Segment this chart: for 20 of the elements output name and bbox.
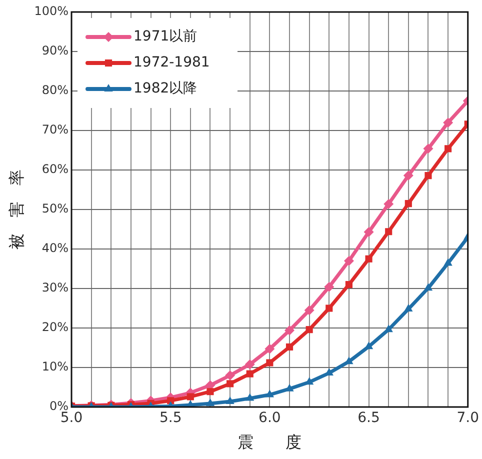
y-tick-label: 10%: [42, 360, 69, 374]
x-tick-label: 6.5: [358, 410, 380, 426]
y-tick-label: 70%: [42, 122, 69, 137]
x-tick-label: 5.5: [159, 410, 182, 426]
x-tick-label: 5.0: [60, 410, 83, 426]
y-tick-label: 90%: [42, 44, 69, 58]
y-tick-label: 30%: [42, 280, 69, 295]
y-tick-label: 80%: [42, 83, 69, 98]
x-tick-label: 7.0: [456, 410, 479, 426]
x-axis-title: 震 度: [238, 432, 302, 452]
y-tick-label: 40%: [42, 241, 69, 256]
x-tick-label: 6.0: [258, 410, 281, 426]
legend-label: 1972-1981: [134, 54, 210, 71]
y-axis-title: 被 害 率: [6, 170, 26, 250]
legend-label: 1982以降: [134, 80, 198, 97]
y-tick-label: 50%: [42, 202, 69, 216]
y-tick-label: 60%: [42, 162, 69, 176]
legend-label: 1971以前: [134, 28, 198, 45]
y-tick-label: 100%: [34, 4, 69, 18]
y-tick-label: 20%: [42, 320, 69, 334]
